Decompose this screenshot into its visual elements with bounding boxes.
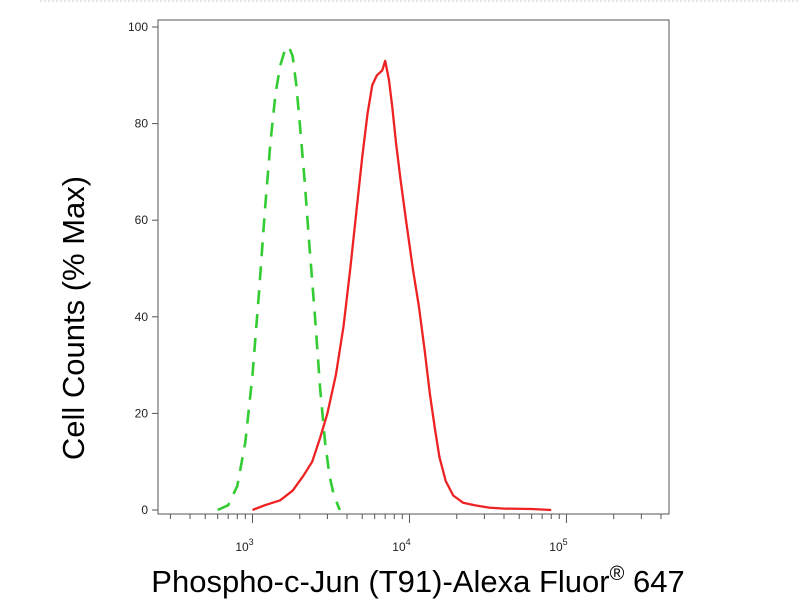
- control-histogram-line: [217, 45, 342, 512]
- x-tick-label: 105: [549, 537, 567, 554]
- x-axis: 103 104 105: [169, 514, 662, 554]
- y-tick-label: 40: [135, 310, 149, 324]
- y-tick-label: 100: [128, 20, 148, 34]
- x-tick-label: 104: [392, 537, 410, 554]
- y-axis: 0 20 40 60 80 100: [128, 20, 158, 517]
- y-tick-label: 60: [135, 213, 149, 227]
- x-axis-label: Phospho-c-Jun (T91)-Alexa Fluor® 647: [151, 563, 684, 599]
- y-tick-label: 20: [135, 406, 149, 420]
- series-layer: [217, 45, 552, 512]
- plot-frame: [157, 19, 670, 515]
- y-tick-label: 80: [135, 117, 149, 131]
- y-axis-label: Cell Counts (% Max): [56, 176, 91, 460]
- x-tick-label: 103: [235, 537, 253, 554]
- y-tick-label: 0: [141, 503, 148, 517]
- sample-histogram-line: [252, 59, 552, 512]
